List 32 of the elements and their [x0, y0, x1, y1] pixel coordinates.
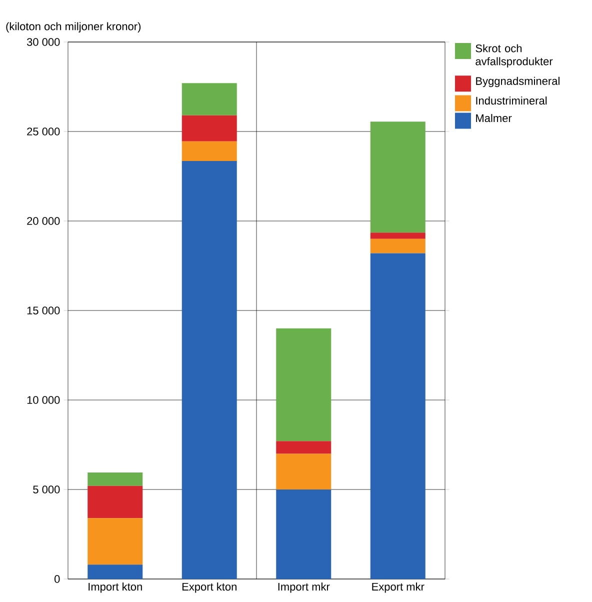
y-tick-label: 30 000	[26, 38, 60, 46]
y-tick-label: 5 000	[33, 486, 60, 494]
bar	[370, 232, 426, 239]
bar	[370, 253, 426, 579]
bar	[88, 486, 143, 518]
bar	[182, 141, 237, 162]
y-axis-title: (kiloton och miljoner kronor)	[6, 22, 141, 32]
x-tick-label: Export kton	[182, 582, 236, 593]
bar	[276, 441, 332, 454]
bar	[88, 564, 143, 579]
y-tick-label: 15 000	[27, 306, 60, 314]
legend-label: Skrot och avfallsprodukter	[476, 44, 553, 68]
y-tick-label: 10 000	[27, 396, 60, 404]
bar	[182, 161, 237, 579]
x-tick-label: Export mkr	[372, 582, 424, 593]
y-tick-label: 20 000	[27, 217, 60, 225]
legend-label: Malmer	[476, 114, 512, 122]
bar	[370, 122, 426, 233]
bar	[182, 115, 237, 142]
x-tick-label: Import kton	[88, 582, 142, 593]
bar	[276, 328, 332, 442]
bar	[88, 518, 143, 565]
x-tick-label: Import mkr	[278, 582, 330, 593]
bar	[182, 83, 237, 116]
legend-label: Byggnadsmineral	[476, 76, 560, 88]
bar	[276, 489, 332, 579]
y-tick-label: 0	[54, 575, 60, 583]
bar	[370, 238, 426, 254]
bar	[88, 472, 143, 486]
bar	[276, 454, 332, 490]
legend-label: Industrimineral	[476, 96, 547, 105]
y-tick-label: 25 000	[27, 128, 60, 136]
